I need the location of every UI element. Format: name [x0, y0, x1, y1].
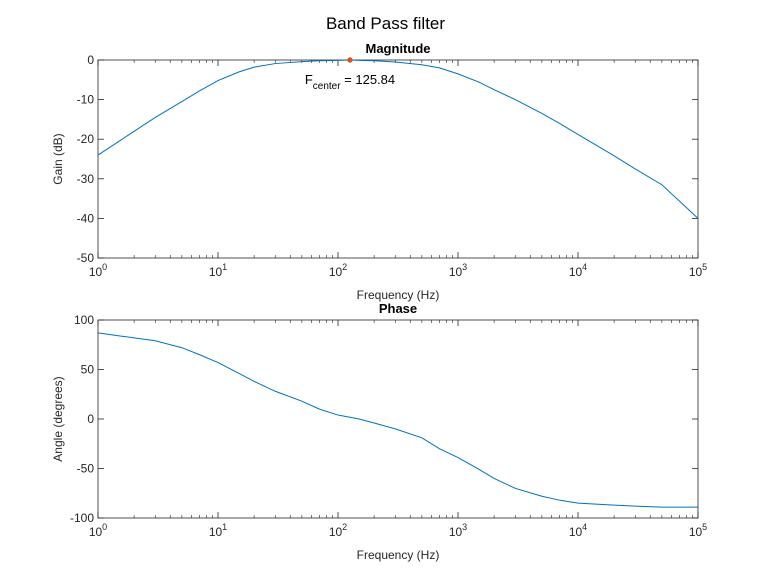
subplot-title: Magnitude [366, 41, 431, 56]
x-axis-label: Frequency (Hz) [357, 548, 440, 562]
center-frequency-marker [347, 57, 353, 63]
subplot-phase: Phase 100 101 102 103 104 105 100 50 0 -50 -100 Freq… [51, 301, 707, 562]
x-tick-label: 104 [569, 262, 587, 279]
x-tick-label: 100 [89, 522, 107, 539]
y-tick-label: 0 [87, 412, 94, 426]
y-axis-label: Gain (dB) [51, 133, 65, 184]
annotation-value: = 125.84 [341, 72, 396, 87]
y-tick-label: -10 [77, 93, 95, 107]
x-tick-label: 104 [569, 522, 587, 539]
y-tick-label: -50 [77, 251, 95, 265]
x-tick-label: 105 [689, 522, 707, 539]
annotation-subscript: center [313, 81, 341, 92]
x-tick-label: 102 [329, 522, 347, 539]
x-tick-label: 101 [209, 262, 227, 279]
x-axis-label: Frequency (Hz) [357, 288, 440, 302]
x-tick-label: 103 [449, 522, 467, 539]
y-tick-label: 50 [81, 363, 95, 377]
x-tick-label: 102 [329, 262, 347, 279]
subplot-title: Phase [379, 301, 417, 316]
y-tick-label: -100 [70, 511, 94, 525]
x-tick-label: 101 [209, 522, 227, 539]
y-tick-label: -30 [77, 172, 95, 186]
x-tick-label: 103 [449, 262, 467, 279]
y-axis-label: Angle (degrees) [51, 376, 65, 461]
subplot-magnitude: Magnitude 100 101 102 103 104 105 0 -10 -20 -30 -40… [51, 41, 707, 302]
y-tick-label: -40 [77, 211, 95, 225]
series-line-magnitude [97, 59, 699, 219]
x-tick-label: 105 [689, 262, 707, 279]
axes-box [97, 59, 699, 259]
figure-title: Band Pass filter [325, 14, 446, 33]
center-frequency-annotation: Fcenter = 125.84 [305, 72, 395, 92]
series-line-phase [97, 332, 698, 508]
annotation-main: F [305, 72, 313, 87]
y-tick-label: 0 [87, 53, 94, 67]
axes-box [97, 319, 699, 519]
y-tick-label: -20 [77, 132, 95, 146]
x-tick-label: 100 [89, 262, 107, 279]
y-tick-label: 100 [74, 313, 94, 327]
y-tick-label: -50 [77, 462, 95, 476]
